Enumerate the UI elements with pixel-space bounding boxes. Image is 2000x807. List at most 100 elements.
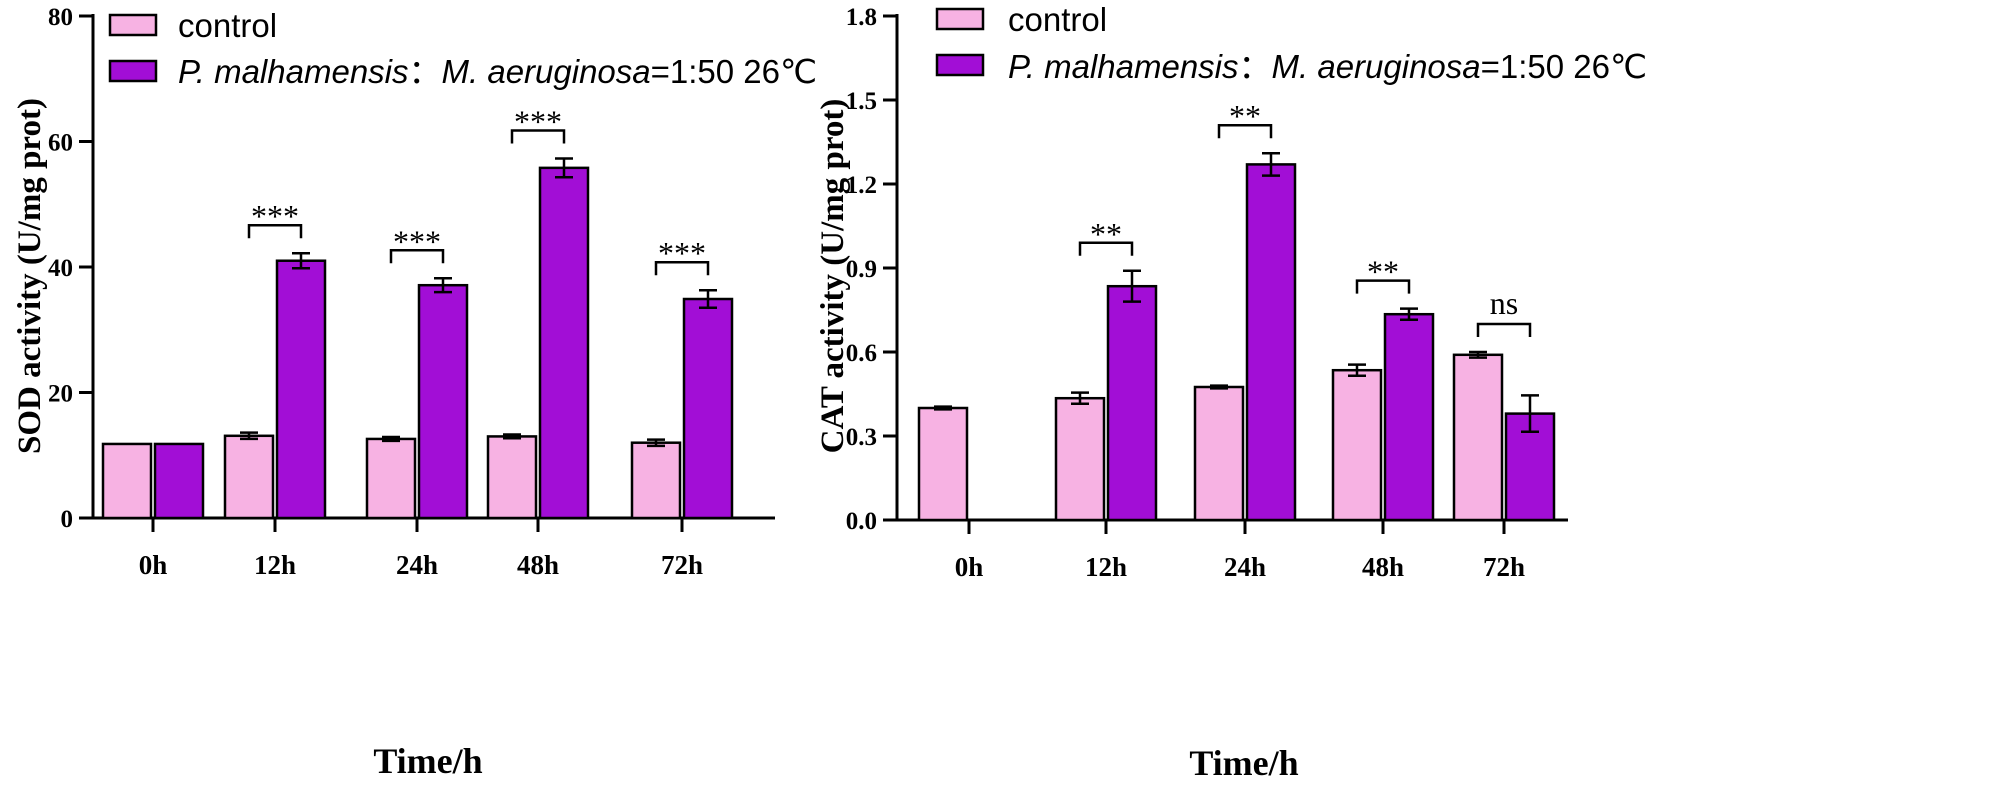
cat-bar-treatment-48h (1383, 312, 1435, 522)
sod-legend-swatch-treatment (108, 59, 158, 83)
sod-bar-treatment-72h (682, 297, 734, 520)
sod-sig-bracket-12h: *** (247, 198, 303, 239)
sod-bar-control-0h (101, 442, 153, 520)
cat-y-tick-label: 0.3 (846, 424, 877, 451)
cat-bar-control-24h (1193, 385, 1245, 522)
sod-error-bar-control-48h (503, 433, 521, 440)
sod-error-bar-control-72h (647, 438, 665, 448)
cat-x-tick-label: 0h (955, 552, 984, 582)
sod-sig-bracket-48h: *** (510, 103, 566, 144)
sod-tick-labels: 0 20 40 60 80 0h 12h 24h 48h 72h (48, 4, 703, 580)
cat-significance: ** ** ** ns (1078, 98, 1532, 337)
cat-y-tick-label: 1.2 (846, 172, 877, 199)
sod-sig-bracket-line (654, 260, 710, 276)
cat-y-tick-label: 0.0 (846, 508, 877, 535)
sod-bar-control-12h (223, 434, 275, 520)
cat-bars (917, 163, 1556, 522)
cat-x-tick-label: 24h (1224, 552, 1266, 582)
sod-bar-control-24h (365, 437, 417, 520)
cat-sig-label: ** (1090, 216, 1122, 252)
cat-tick-labels: 0.0 0.3 0.6 0.9 1.2 1.5 1.8 0h 12h 24h 48h 72h (846, 4, 1525, 582)
cat-chart: ** ** ** ns 0.0 0.3 0.6 0.9 1.2 1.5 1.8 0h 12h 24h 48… (815, 1, 1647, 783)
sod-y-tick-label: 60 (48, 130, 73, 157)
cat-legend-label-treatment: P. malhamensis：M. aeruginosa=1:50 26℃ (1008, 48, 1647, 85)
cat-x-tick-label: 72h (1483, 552, 1525, 582)
sod-bars (101, 166, 734, 520)
sod-sig-bracket-line (389, 249, 445, 264)
sod-x-axis-title: Time/h (373, 741, 482, 781)
sod-x-tick-label: 24h (396, 550, 438, 580)
sod-legend-sep: ： (409, 53, 442, 90)
sod-legend-species-1: P. malhamensis (178, 53, 409, 90)
sod-error-bar-treatment-72h (699, 288, 717, 310)
cat-sig-bracket-line (1355, 279, 1411, 294)
cat-error-bar-control-48h (1348, 363, 1366, 378)
cat-y-tick-label: 0.9 (846, 256, 877, 283)
cat-sig-label: ** (1367, 254, 1399, 290)
sod-bar-treatment-0h (153, 442, 205, 520)
sod-error-bar-control-12h (240, 431, 258, 441)
cat-sig-bracket-line (1217, 123, 1273, 139)
sod-sig-label: *** (393, 223, 441, 259)
sod-sig-bracket-line (247, 223, 303, 239)
cat-error-bar-treatment-24h (1262, 151, 1280, 177)
sod-y-tick-label: 40 (48, 255, 73, 282)
sod-legend-label-treatment: P. malhamensis：M. aeruginosa=1:50 26℃ (178, 53, 817, 90)
cat-sig-bracket-line (1078, 241, 1134, 256)
cat-sig-label: ns (1490, 285, 1518, 321)
sod-significance: *** *** *** *** (247, 103, 710, 276)
sod-x-tick-label: 0h (139, 550, 168, 580)
cat-x-axis-title: Time/h (1189, 743, 1298, 783)
sod-sig-bracket-72h: *** (654, 235, 710, 276)
sod-legend-species-2: M. aeruginosa (442, 53, 651, 90)
sod-legend: control P. malhamensis：M. aeruginosa=1:5… (108, 7, 817, 90)
cat-bar-control-48h (1331, 368, 1383, 522)
cat-bar-control-12h (1054, 396, 1106, 522)
cat-sig-bracket-48h: ** (1355, 254, 1411, 294)
cat-x-tick-label: 48h (1362, 552, 1404, 582)
sod-error-bar-treatment-12h (292, 251, 310, 270)
sod-legend-label-control: control (178, 7, 277, 44)
cat-sig-bracket-12h: ** (1078, 216, 1134, 256)
sod-sig-label: *** (658, 235, 706, 271)
cat-bar-control-0h (917, 406, 969, 522)
cat-y-tick-label: 0.6 (846, 340, 877, 367)
cat-error-bar-treatment-48h (1400, 307, 1418, 322)
sod-legend-swatch-control (108, 13, 158, 37)
cat-bar-treatment-24h (1245, 163, 1297, 522)
cat-legend-label-control: control (1008, 1, 1107, 38)
sod-bar-control-72h (630, 441, 682, 520)
sod-y-tick-label: 80 (48, 4, 73, 31)
sod-sig-label: *** (514, 103, 562, 139)
sod-sig-bracket-line (510, 129, 566, 144)
sod-legend-ratio: =1:50 26℃ (651, 53, 817, 90)
cat-y-tick-label: 1.5 (846, 88, 877, 115)
cat-legend-swatch-control (935, 7, 985, 31)
sod-y-axis-title: SOD activity (U/mg prot) (12, 98, 48, 454)
cat-legend: control P. malhamensis：M. aeruginosa=1:5… (935, 1, 1647, 85)
cat-error-bar-control-0h (934, 405, 952, 411)
cat-error-bar-control-72h (1469, 350, 1487, 359)
cat-legend-species-2: M. aeruginosa (1272, 48, 1481, 85)
sod-bar-control-48h (486, 435, 538, 520)
sod-bar-treatment-24h (417, 283, 469, 520)
cat-sig-label: ** (1229, 98, 1261, 134)
sod-bar-treatment-12h (275, 259, 327, 520)
cat-sig-bracket-24h: ** (1217, 98, 1273, 139)
sod-x-tick-label: 72h (661, 550, 703, 580)
sod-error-bar-treatment-24h (434, 277, 452, 294)
cat-sig-bracket-72h: ns (1476, 285, 1532, 337)
cat-x-tick-label: 12h (1085, 552, 1127, 582)
cat-y-tick-label: 1.8 (846, 4, 877, 31)
cat-legend-species-1: P. malhamensis (1008, 48, 1239, 85)
sod-x-tick-label: 12h (254, 550, 296, 580)
sod-chart: *** *** *** *** 0 20 40 60 80 0h 12h 24h 48h 72h SOD… (12, 4, 817, 781)
sod-sig-bracket-24h: *** (389, 223, 445, 264)
sod-error-bar-treatment-48h (555, 157, 573, 179)
sod-y-tick-label: 20 (48, 381, 73, 408)
cat-bar-control-72h (1452, 353, 1504, 522)
sod-error-bar-control-24h (382, 435, 400, 443)
sod-error-bars (240, 157, 717, 448)
